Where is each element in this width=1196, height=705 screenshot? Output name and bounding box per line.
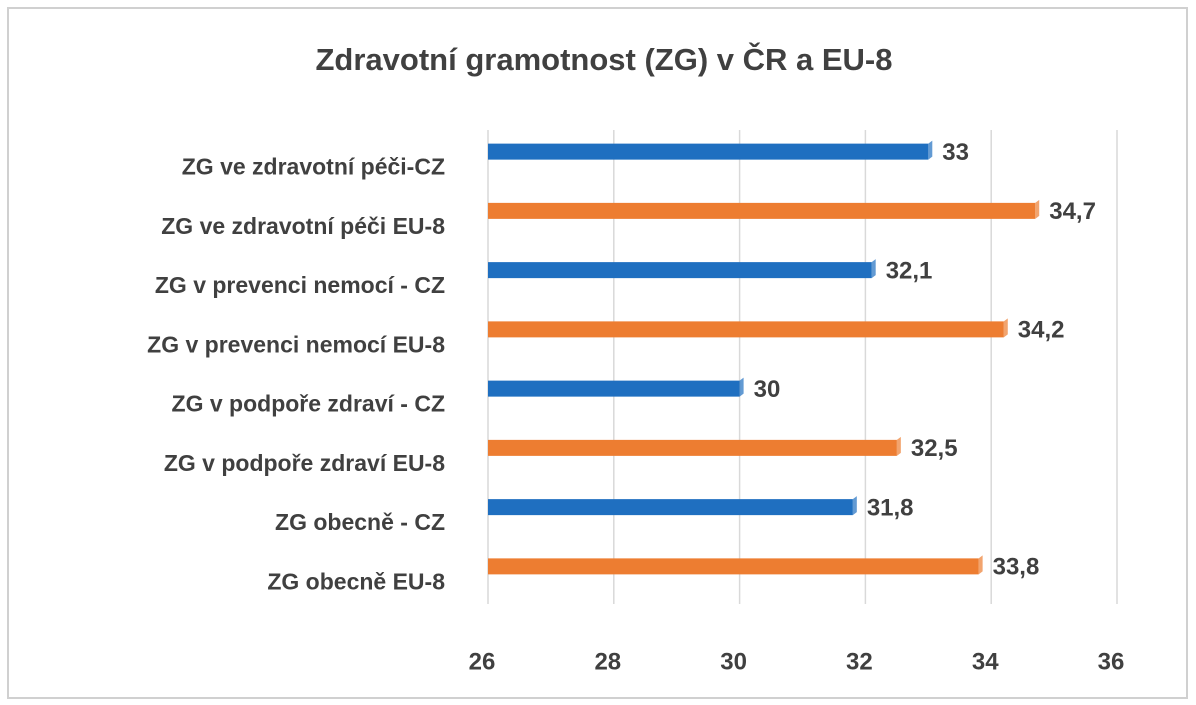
- chart-title: Zdravotní gramotnost (ZG) v ČR a EU-8: [316, 41, 893, 77]
- bar-side: [1003, 318, 1008, 338]
- value-label: 32,5: [911, 435, 958, 462]
- value-label: 33,8: [993, 554, 1040, 581]
- x-tick-label: 28: [594, 648, 621, 675]
- value-label: 30: [754, 376, 781, 403]
- bar-side: [1035, 199, 1040, 219]
- y-tick-label: ZG v prevenci nemocí EU-8: [147, 331, 445, 357]
- bar: [488, 380, 740, 397]
- value-label: 32,1: [886, 257, 933, 284]
- y-tick-label: ZG v podpoře zdraví - CZ: [172, 391, 445, 417]
- bar: [488, 262, 872, 279]
- value-label: 34,7: [1049, 198, 1096, 225]
- value-label: 31,8: [867, 494, 914, 521]
- bar: [488, 202, 1036, 219]
- bar-side: [871, 259, 876, 279]
- bar-side: [928, 140, 933, 160]
- x-tick-label: 30: [720, 648, 747, 675]
- bar-side: [852, 496, 857, 516]
- bar-side: [978, 555, 983, 575]
- x-tick-label: 36: [1098, 648, 1125, 675]
- y-tick-label: ZG ve zdravotní péči-CZ: [182, 154, 445, 180]
- bar-side: [896, 436, 901, 456]
- y-tick-label: ZG v prevenci nemocí - CZ: [155, 272, 445, 298]
- value-label: 33: [942, 139, 969, 166]
- x-tick-label: 32: [846, 648, 873, 675]
- bar: [488, 558, 979, 575]
- x-tick-label: 26: [469, 648, 496, 675]
- value-label: 34,2: [1018, 317, 1065, 344]
- bar-side: [739, 377, 744, 397]
- y-tick-label: ZG v podpoře zdraví EU-8: [164, 450, 445, 476]
- bar: [488, 321, 1004, 338]
- y-tick-label: ZG obecně - CZ: [275, 509, 445, 535]
- bar: [488, 499, 853, 516]
- bar: [488, 143, 929, 160]
- y-tick-label: ZG ve zdravotní péči EU-8: [161, 213, 445, 239]
- x-tick-label: 34: [972, 648, 999, 675]
- bar: [488, 439, 897, 456]
- y-tick-label: ZG obecně EU-8: [267, 568, 445, 594]
